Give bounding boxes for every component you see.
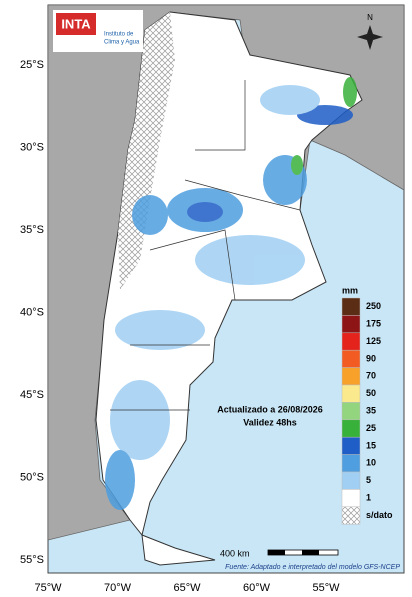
- institute-line: Clima y Agua: [104, 40, 140, 46]
- legend-label: 15: [366, 440, 376, 450]
- longitude-label: 65°W: [173, 582, 201, 594]
- legend-swatch: [341, 384, 361, 403]
- no-data-area: [118, 12, 175, 290]
- legend-label: 10: [366, 458, 376, 468]
- source-note: Fuente: Adaptado e interpretado del mode…: [225, 564, 400, 571]
- legend-swatch: [341, 471, 361, 490]
- legend-label: 35: [366, 405, 376, 415]
- legend-label: 175: [366, 318, 381, 328]
- logo-text: INTA: [61, 16, 91, 31]
- legend-label: 250: [366, 301, 381, 311]
- scale-bar-label: 400 km: [220, 548, 250, 558]
- legend-swatch: [341, 315, 361, 334]
- legend-swatch: [341, 332, 361, 351]
- latitude-label: 55°S: [20, 554, 44, 566]
- logo-badge: [56, 13, 96, 35]
- legend-swatch: [341, 419, 361, 438]
- legend-label: s/dato: [366, 510, 393, 520]
- legend-swatch: [341, 297, 361, 316]
- institute-line: Instituto de: [104, 32, 134, 38]
- longitude-label: 60°W: [243, 582, 271, 594]
- legend-swatch: [341, 402, 361, 421]
- legend-unit: mm: [342, 285, 358, 295]
- tierra-del-fuego: [141, 534, 216, 566]
- legend-label: 70: [366, 371, 376, 381]
- scale-bar: [267, 549, 339, 556]
- longitude-label: 55°W: [312, 582, 340, 594]
- longitude-label: 75°W: [34, 582, 62, 594]
- precipitation: [105, 77, 357, 510]
- legend-label: 5: [366, 475, 371, 485]
- legend-swatch: [341, 349, 361, 368]
- legend-label: 25: [366, 423, 376, 433]
- annotation: Actualizado a 26/08/2026: [217, 404, 323, 414]
- legend-swatch: [341, 454, 361, 473]
- legend-label: 1: [366, 492, 371, 502]
- legend: mm 250 175 125 90 70 50 35 25 15 10 5 1 s/dato: [341, 285, 393, 525]
- legend-swatch: [341, 367, 361, 386]
- compass-label: N: [367, 13, 373, 22]
- compass-rose: [357, 25, 383, 50]
- latitude-label: 35°S: [20, 224, 44, 236]
- legend-label: 50: [366, 388, 376, 398]
- legend-swatch: [341, 436, 361, 455]
- latitude-label: 25°S: [20, 59, 44, 71]
- latitude-label: 50°S: [20, 471, 44, 483]
- annotation: Validez 48hs: [243, 417, 297, 427]
- legend-label: 125: [366, 336, 381, 346]
- latitude-label: 45°S: [20, 389, 44, 401]
- legend-swatch: [341, 489, 361, 508]
- province-borders: [110, 80, 301, 411]
- longitude-label: 70°W: [104, 582, 132, 594]
- legend-swatch: [341, 506, 361, 525]
- latitude-label: 40°S: [20, 306, 44, 318]
- latitude-label: 30°S: [20, 141, 44, 153]
- legend-label: 90: [366, 353, 376, 363]
